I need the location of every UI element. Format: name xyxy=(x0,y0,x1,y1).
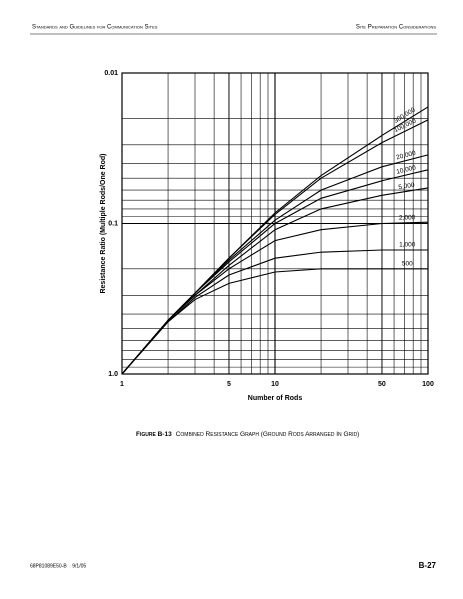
curve xyxy=(121,268,428,375)
caption: Figure B-13 Combined Resistance Graph (Gr… xyxy=(136,431,359,438)
y-axis-label: Resistance Ratio (Multiple Rods/One Rod) xyxy=(100,153,107,293)
y-tick-label: 1.0 xyxy=(108,371,118,378)
header-left: Standards and Guidelines for Communicati… xyxy=(32,25,158,31)
caption-text: Combined Resistance Graph (Ground Rods A… xyxy=(176,431,360,438)
curve-label: 5,000 xyxy=(398,182,416,192)
curve xyxy=(121,221,429,375)
curve-label: 10,000 xyxy=(396,164,417,175)
caption-label: Figure B-13 xyxy=(136,431,172,438)
footer-left: 68P81089E50-B 9/1/05 xyxy=(30,563,86,569)
footer-right: B-27 xyxy=(419,561,437,570)
curve-label: 500 xyxy=(402,261,413,268)
x-tick-label: 50 xyxy=(378,381,386,388)
curve-label: 20,000 xyxy=(396,150,417,162)
header-right: Site Preparation Considerations xyxy=(356,25,436,31)
curve-label: 1,000 xyxy=(399,242,416,249)
x-tick-label: 10 xyxy=(271,381,279,388)
y-tick-label: 0.1 xyxy=(108,220,118,227)
x-tick-label: 1 xyxy=(120,381,124,388)
y-tick-label: 0.01 xyxy=(104,70,118,77)
x-axis-label: Number of Rods xyxy=(248,395,303,402)
x-tick-label: 5 xyxy=(227,381,231,388)
curve-label: 2,000 xyxy=(399,214,416,221)
x-tick-label: 100 xyxy=(422,381,434,388)
chart: 1 5 10 50 100 0.01 0.1 1.0 Number of Rods Resista… xyxy=(100,70,434,402)
